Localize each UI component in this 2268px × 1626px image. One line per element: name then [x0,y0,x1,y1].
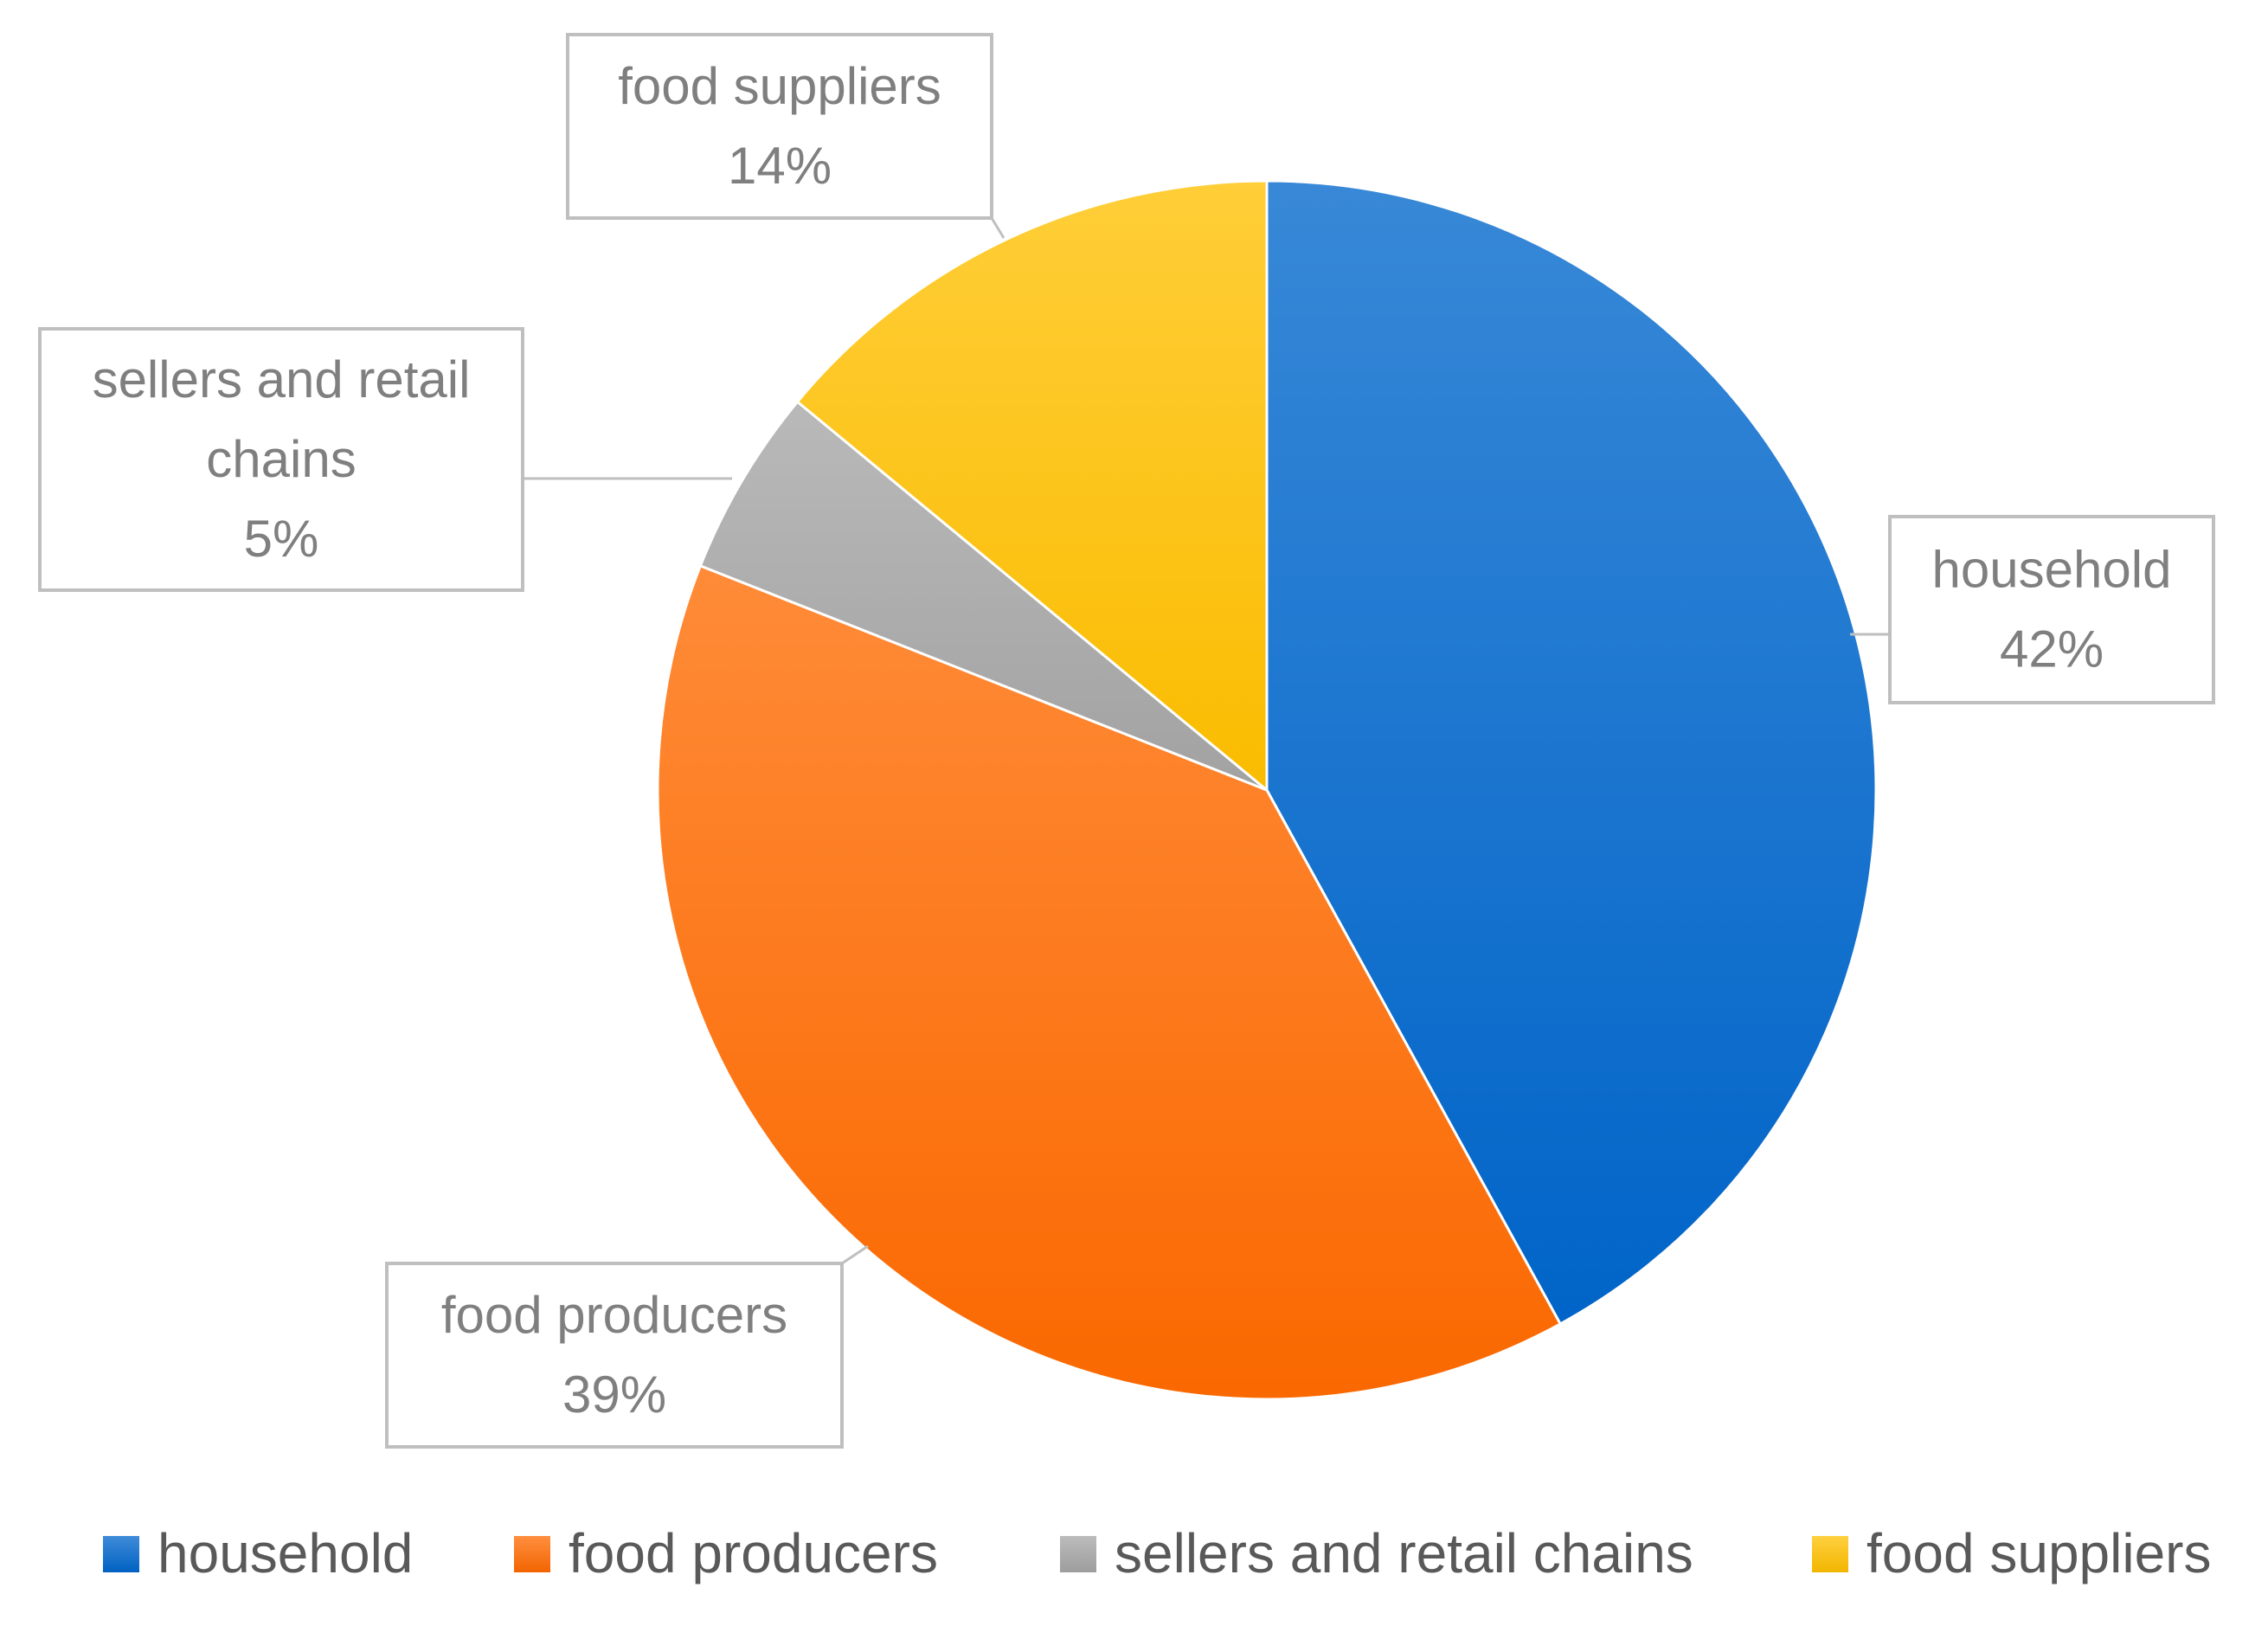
data-label-value-sellers-and-retail-chains: 5% [244,510,319,568]
callout-box-household [1888,515,2215,704]
legend: household food producers sellers and retai… [103,1522,2211,1584]
pie-slice-food-suppliers [795,179,1269,794]
legend-label-food-suppliers: food suppliers [1866,1522,2211,1584]
pie-slice-household [1265,179,1878,1326]
pie-slice-sellers-and-retail-chains [698,400,1268,792]
leader-line-food-producers [841,1244,869,1265]
callout-box-food-suppliers [566,33,993,220]
leader-line-food-suppliers [990,217,1006,239]
callout-box-sellers-and-retail-chains [38,327,524,592]
legend-label-household: household [157,1522,413,1584]
leader-lines [523,217,1890,1265]
data-label-category-food-suppliers: food suppliers [618,57,941,115]
callout-box-food-producers [385,1262,844,1449]
legend-swatch-sellers-and-retail-chains [1060,1536,1096,1572]
data-label-category-household: household [1932,541,2172,599]
data-label-value-food-producers: 39% [562,1366,666,1424]
data-label-value-food-suppliers: 14% [728,137,832,195]
pie-slice-food-producers [656,563,1563,1401]
callout-food-producers: food producers 39% [385,1262,844,1449]
callout-food-suppliers: food suppliers 14% [566,33,993,220]
legend-swatch-household [103,1536,139,1572]
legend-swatch-food-suppliers [1812,1536,1848,1572]
legend-item-food-producers: food producers [514,1522,938,1584]
callout-sellers-and-retail-chains: sellers and retail chains 5% [38,327,524,592]
slices-layer [656,179,1878,1401]
data-label-callouts: household 42% food producers 39% sellers and… [38,33,2215,1449]
legend-swatch-food-producers [514,1536,550,1572]
data-label-value-household: 42% [2000,620,2104,678]
legend-label-food-producers: food producers [569,1522,938,1584]
data-label-category-sellers-and-retail-chains: chains [206,430,356,488]
legend-item-food-suppliers: food suppliers [1812,1522,2211,1584]
legend-label-sellers-and-retail-chains: sellers and retail chains [1115,1522,1693,1584]
legend-item-sellers-and-retail-chains: sellers and retail chains [1060,1522,1693,1584]
data-label-category-food-producers: food producers [441,1286,787,1344]
legend-item-household: household [103,1522,413,1584]
callout-household: household 42% [1888,515,2215,704]
data-label-category-sellers-and-retail-chains: sellers and retail [93,350,471,408]
